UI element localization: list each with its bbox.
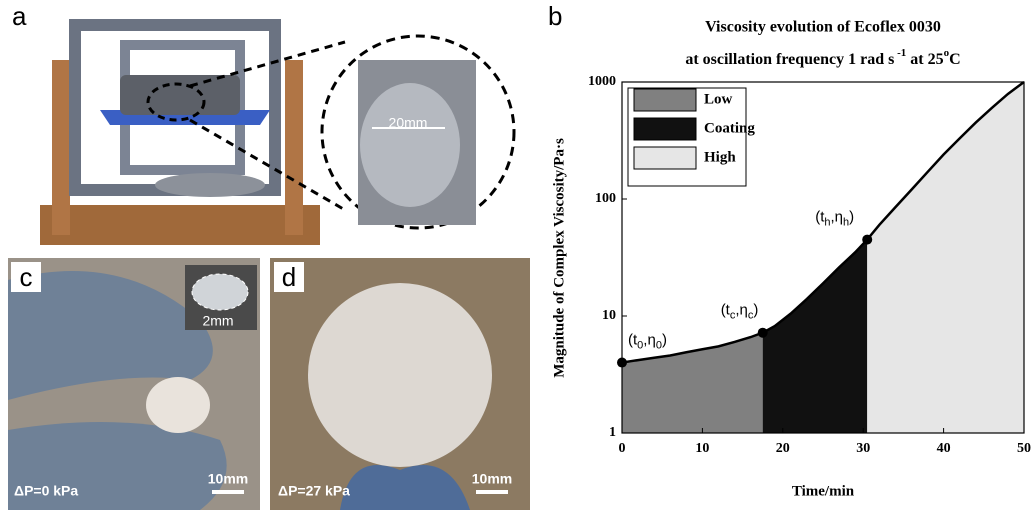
molds [120, 75, 240, 115]
y-tick-label: 10 [602, 308, 616, 323]
legend-label: High [704, 149, 736, 165]
scale-label: 10mm [472, 471, 512, 487]
panel-label: b [548, 1, 562, 31]
pressure: ΔP=27 kPa [278, 483, 350, 499]
chart-subtitle: at oscillation frequency 1 rad s -1 at 2… [685, 47, 960, 68]
panel-label: a [12, 1, 27, 31]
dimension: 2mm [202, 313, 233, 329]
disc [146, 377, 210, 433]
point [862, 235, 872, 245]
legend-swatch [634, 89, 696, 111]
scale-label: 10mm [208, 471, 248, 487]
y-tick-label: 100 [595, 191, 616, 206]
scale-bar [476, 490, 508, 494]
y-tick-label: 1 [609, 425, 616, 440]
post [285, 60, 303, 235]
text-part: ) [849, 209, 854, 226]
point-label: (tc,ηc) [721, 302, 759, 322]
panel-label: c [20, 262, 33, 292]
plot: 0 10 20 30 40 50 1 10 100 1000 Low Coating High (t0,η… [588, 74, 1031, 456]
page: a 20mm 2mm c ΔP=0 kPa 10mm d ΔP=27 kPa 1… [0, 0, 1034, 512]
text-part: ,η [643, 332, 656, 349]
x-axis-label: Time/min [792, 483, 855, 499]
legend-label: Coating [704, 120, 755, 136]
x-tick-label: 0 [619, 441, 626, 456]
cavity [360, 83, 460, 207]
figure: a 20mm 2mm c ΔP=0 kPa 10mm d ΔP=27 kPa 1… [0, 0, 1034, 512]
post [52, 60, 70, 235]
legend-label: Low [704, 91, 733, 107]
text-part: at oscillation frequency 1 rad s [685, 51, 894, 68]
scale-bar [212, 490, 244, 494]
text-part: ,η [831, 209, 844, 226]
x-tick-label: 30 [856, 441, 870, 456]
text-part: ) [753, 302, 758, 319]
y-axis-label: Magnitude of Complex Viscosity/Pa·s [551, 138, 567, 378]
sphere [308, 283, 492, 467]
point [617, 358, 627, 368]
base [40, 205, 320, 245]
text-part: at 25 [906, 51, 943, 68]
legend-swatch [634, 118, 696, 140]
y-tick-label: 1000 [588, 74, 616, 89]
point [758, 328, 768, 338]
region [867, 82, 1024, 433]
point-label: (th,ηh) [815, 209, 854, 229]
x-tick-label: 10 [695, 441, 709, 456]
panel-c: 2mm c ΔP=0 kPa 10mm [8, 258, 260, 510]
x-tick-label: 50 [1017, 441, 1031, 456]
panel-a: a 20mm [12, 1, 514, 245]
text-part: ,η [735, 302, 748, 319]
pressure: ΔP=0 kPa [14, 483, 78, 499]
inset-disc [192, 274, 248, 310]
x-tick-label: 20 [776, 441, 790, 456]
superscript: -1 [894, 47, 906, 59]
text-part: C [949, 51, 961, 68]
gear [155, 173, 265, 197]
legend-swatch [634, 147, 696, 169]
x-tick-label: 40 [937, 441, 951, 456]
dimension: 20mm [389, 115, 428, 131]
text-part: ) [662, 332, 667, 349]
region [763, 240, 868, 433]
panel-d: d ΔP=27 kPa 10mm [270, 258, 530, 510]
chart-title: Viscosity evolution of Ecoflex 0030 [705, 19, 941, 36]
point-label: (t0,η0) [628, 332, 667, 352]
panel-label: d [282, 262, 296, 292]
